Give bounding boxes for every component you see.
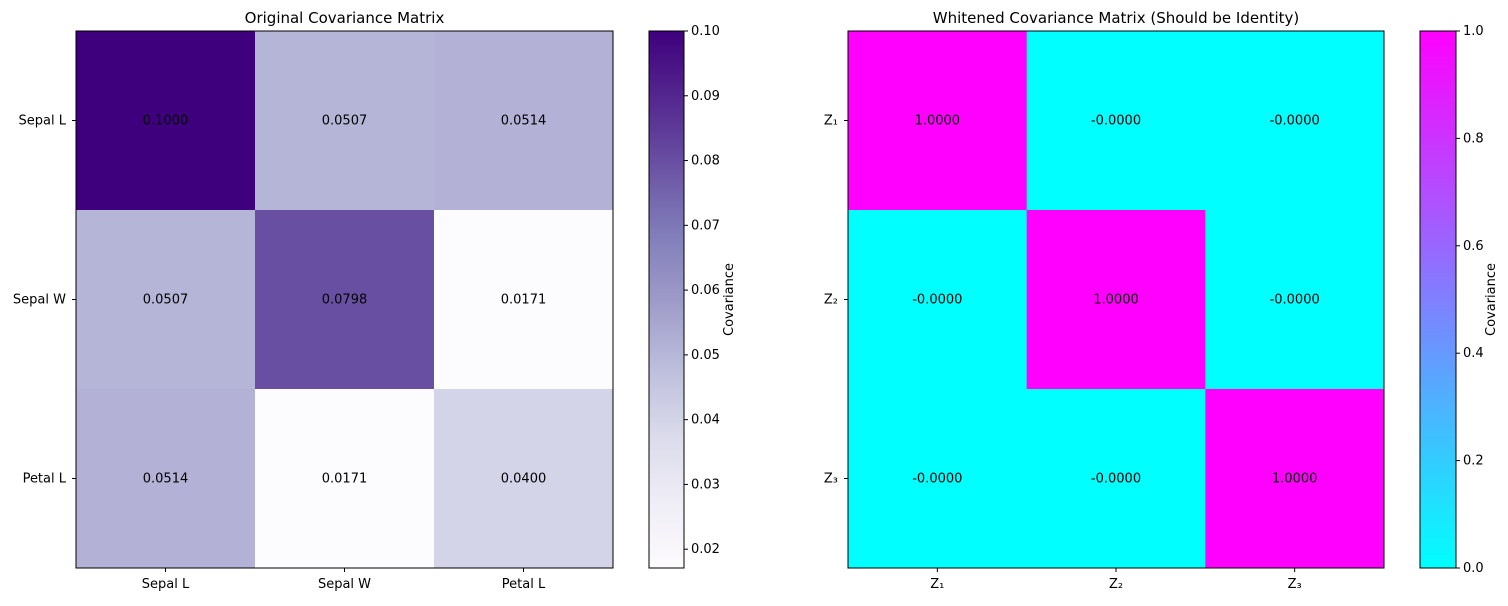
- cell-value-label: 0.0171: [501, 293, 547, 308]
- heatmap-cell: [1205, 210, 1385, 390]
- colorbar-tick-label: 0.4: [1463, 346, 1484, 361]
- x-tick-label: Petal L: [502, 577, 546, 592]
- y-tick-label: Z₂: [824, 293, 838, 308]
- cell-value-label: 0.0514: [143, 472, 189, 487]
- colorbar-tick-label: 0.0: [1463, 561, 1484, 576]
- cell-value-label: -0.0000: [912, 293, 962, 308]
- cell-value-label: -0.0000: [1091, 114, 1141, 129]
- heatmap-cell: [1205, 389, 1385, 569]
- colorbar: [1419, 30, 1457, 569]
- heatmap-cell: [1026, 31, 1206, 211]
- heatmap-cell: [255, 210, 435, 390]
- heatmap-cell: [76, 31, 256, 211]
- heatmap-cell: [255, 31, 435, 211]
- colorbar-tick-label: 0.04: [691, 413, 720, 428]
- colorbar-tick-label: 0.02: [691, 542, 720, 557]
- colorbar-tick-label: 0.2: [1463, 454, 1484, 469]
- cell-value-label: 0.0400: [501, 472, 547, 487]
- cell-value-label: 1.0000: [915, 114, 961, 129]
- heatmap-cell: [434, 210, 614, 390]
- chart-title: Original Covariance Matrix: [245, 9, 445, 27]
- chart-title: Whitened Covariance Matrix (Should be Id…: [933, 9, 1300, 27]
- heatmap-cell: [848, 210, 1028, 390]
- colorbar-tick-label: 0.03: [691, 477, 720, 492]
- colorbar-label: Covariance: [1484, 263, 1499, 336]
- cell-value-label: 0.0798: [322, 293, 368, 308]
- colorbar-tick-label: 1.0: [1463, 24, 1484, 39]
- x-tick-label: Z₁: [930, 577, 944, 592]
- heatmap-cell: [434, 31, 614, 211]
- colorbar-label: Covariance: [722, 263, 737, 336]
- y-tick-label: Sepal L: [19, 114, 67, 129]
- colorbar-tick-label: 0.06: [691, 283, 720, 298]
- heatmap-cell: [1205, 31, 1385, 211]
- y-tick-label: Petal L: [23, 472, 67, 487]
- heatmap-panel-1: Original Covariance Matrix 0.1000 0.0507 0.…: [13, 9, 737, 592]
- x-tick-label: Sepal L: [142, 577, 190, 592]
- heatmap-cell: [1026, 210, 1206, 390]
- colorbar-tick-label: 0.07: [691, 218, 720, 233]
- cell-value-label: 0.1000: [143, 114, 189, 129]
- heatmap-cell: [76, 210, 256, 390]
- heatmap-cell: [848, 31, 1028, 211]
- y-tick-label: Sepal W: [13, 293, 66, 308]
- cell-value-label: -0.0000: [912, 472, 962, 487]
- colorbar-tick-label: 0.09: [691, 89, 720, 104]
- cell-value-label: 0.0514: [501, 114, 547, 129]
- y-tick-label: Z₁: [824, 114, 838, 129]
- x-tick-label: Z₂: [1109, 577, 1123, 592]
- y-tick-label: Z₃: [824, 472, 838, 487]
- heatmap-cell: [255, 389, 435, 569]
- cell-value-label: 1.0000: [1093, 293, 1139, 308]
- colorbar-tick-label: 0.10: [691, 24, 720, 39]
- x-tick-label: Sepal W: [318, 577, 371, 592]
- cell-value-label: 0.0507: [143, 293, 189, 308]
- colorbar: [648, 30, 685, 569]
- cell-value-label: -0.0000: [1091, 472, 1141, 487]
- colorbar-tick-label: 0.8: [1463, 131, 1484, 146]
- cell-value-label: 1.0000: [1272, 472, 1318, 487]
- heatmap-cell: [434, 389, 614, 569]
- colorbar-tick-label: 0.05: [691, 348, 720, 363]
- heatmap-cell: [1026, 389, 1206, 569]
- cell-value-label: -0.0000: [1270, 293, 1320, 308]
- heatmap-cell: [76, 389, 256, 569]
- colorbar-tick-label: 0.08: [691, 154, 720, 169]
- heatmap-cell: [848, 389, 1028, 569]
- colorbar-tick-label: 0.6: [1463, 239, 1484, 254]
- heatmap-panel-2: Whitened Covariance Matrix (Should be Id…: [824, 9, 1499, 592]
- cell-value-label: 0.0507: [322, 114, 368, 129]
- cell-value-label: -0.0000: [1270, 114, 1320, 129]
- x-tick-label: Z₃: [1288, 577, 1302, 592]
- cell-value-label: 0.0171: [322, 472, 368, 487]
